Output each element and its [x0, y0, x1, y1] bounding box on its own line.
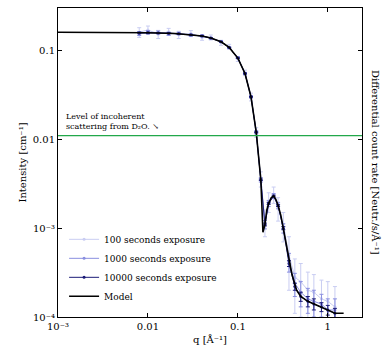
- svg-text:1000 seconds exposure: 1000 seconds exposure: [104, 254, 211, 264]
- svg-text:Differential count rate [Neutr: Differential count rate [Neutr./s/Å⁻¹]: [370, 70, 381, 255]
- svg-text:100 seconds exposure: 100 seconds exposure: [104, 235, 205, 245]
- svg-text:Level of incoherentscattering: Level of incoherentscattering from D₂O. …: [66, 112, 159, 131]
- svg-text:10⁻³: 10⁻³: [33, 223, 55, 234]
- svg-text:1: 1: [325, 321, 331, 332]
- svg-text:q [Å⁻¹]: q [Å⁻¹]: [193, 334, 227, 345]
- svg-text:0.1: 0.1: [230, 321, 246, 332]
- svg-text:10000 seconds exposure: 10000 seconds exposure: [104, 273, 217, 283]
- svg-text:10⁻⁴: 10⁻⁴: [33, 312, 55, 323]
- svg-text:Intensity [cm⁻¹]: Intensity [cm⁻¹]: [17, 122, 28, 202]
- svg-text:Model: Model: [104, 292, 133, 302]
- svg-text:0.01: 0.01: [137, 321, 159, 332]
- svg-text:0.01: 0.01: [33, 134, 55, 145]
- svg-text:0.1: 0.1: [39, 45, 55, 56]
- svg-text:10⁻³: 10⁻³: [47, 321, 69, 332]
